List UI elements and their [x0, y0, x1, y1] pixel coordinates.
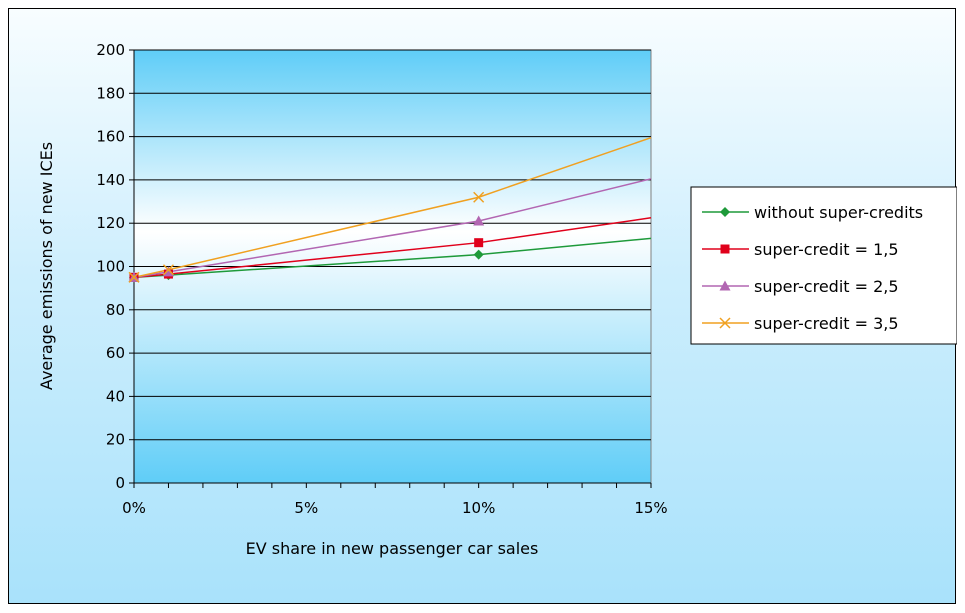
line-chart: 0 20 40 60 80 100 120 140 160 180 200 0% 5% 10% 15% EV… [37, 41, 957, 558]
y-tick-label: 140 [96, 171, 125, 189]
legend-marker [720, 207, 730, 217]
legend-marker [720, 244, 730, 254]
data-point [473, 191, 485, 203]
y-tick-label: 200 [96, 41, 125, 59]
data-point [473, 249, 484, 260]
legend-label: without super-credits [754, 203, 923, 222]
legend: without super-credits super-credit = 1,5 s… [690, 186, 957, 345]
y-tick-label: 80 [106, 301, 125, 319]
y-tick-label: 120 [96, 214, 125, 232]
y-axis-title: Average emissions of new ICEs [37, 142, 56, 390]
x-tick-label: 15% [634, 499, 667, 517]
data-point [128, 271, 140, 283]
x-tick-label: 0% [122, 499, 146, 517]
legend-box [690, 186, 957, 345]
data-point [474, 238, 484, 248]
y-tick-label: 160 [96, 128, 125, 146]
series-line [133, 136, 652, 279]
y-tick-label: 20 [106, 431, 125, 449]
y-tick-label: 40 [106, 387, 125, 405]
y-tick-label: 100 [96, 258, 125, 276]
data-point [473, 215, 485, 226]
series-line [133, 178, 652, 279]
x-tick-label: 5% [294, 499, 318, 517]
chart-area: 0 20 40 60 80 100 120 140 160 180 200 0% 5% 10% 15% EV… [8, 8, 957, 604]
data-point [162, 266, 174, 277]
legend-label: super-credit = 1,5 [754, 240, 899, 259]
y-tick-label: 0 [115, 474, 125, 492]
y-tick-label: 180 [96, 84, 125, 102]
x-axis-title: EV share in new passenger car sales [246, 539, 539, 558]
y-tick-label: 60 [106, 344, 125, 362]
x-tick-label: 10% [462, 499, 495, 517]
legend-marker [719, 280, 731, 291]
legend-marker [719, 317, 731, 329]
series-line [133, 217, 652, 279]
legend-label: super-credit = 3,5 [754, 314, 899, 333]
data-point [162, 264, 174, 276]
legend-label: super-credit = 2,5 [754, 277, 899, 296]
